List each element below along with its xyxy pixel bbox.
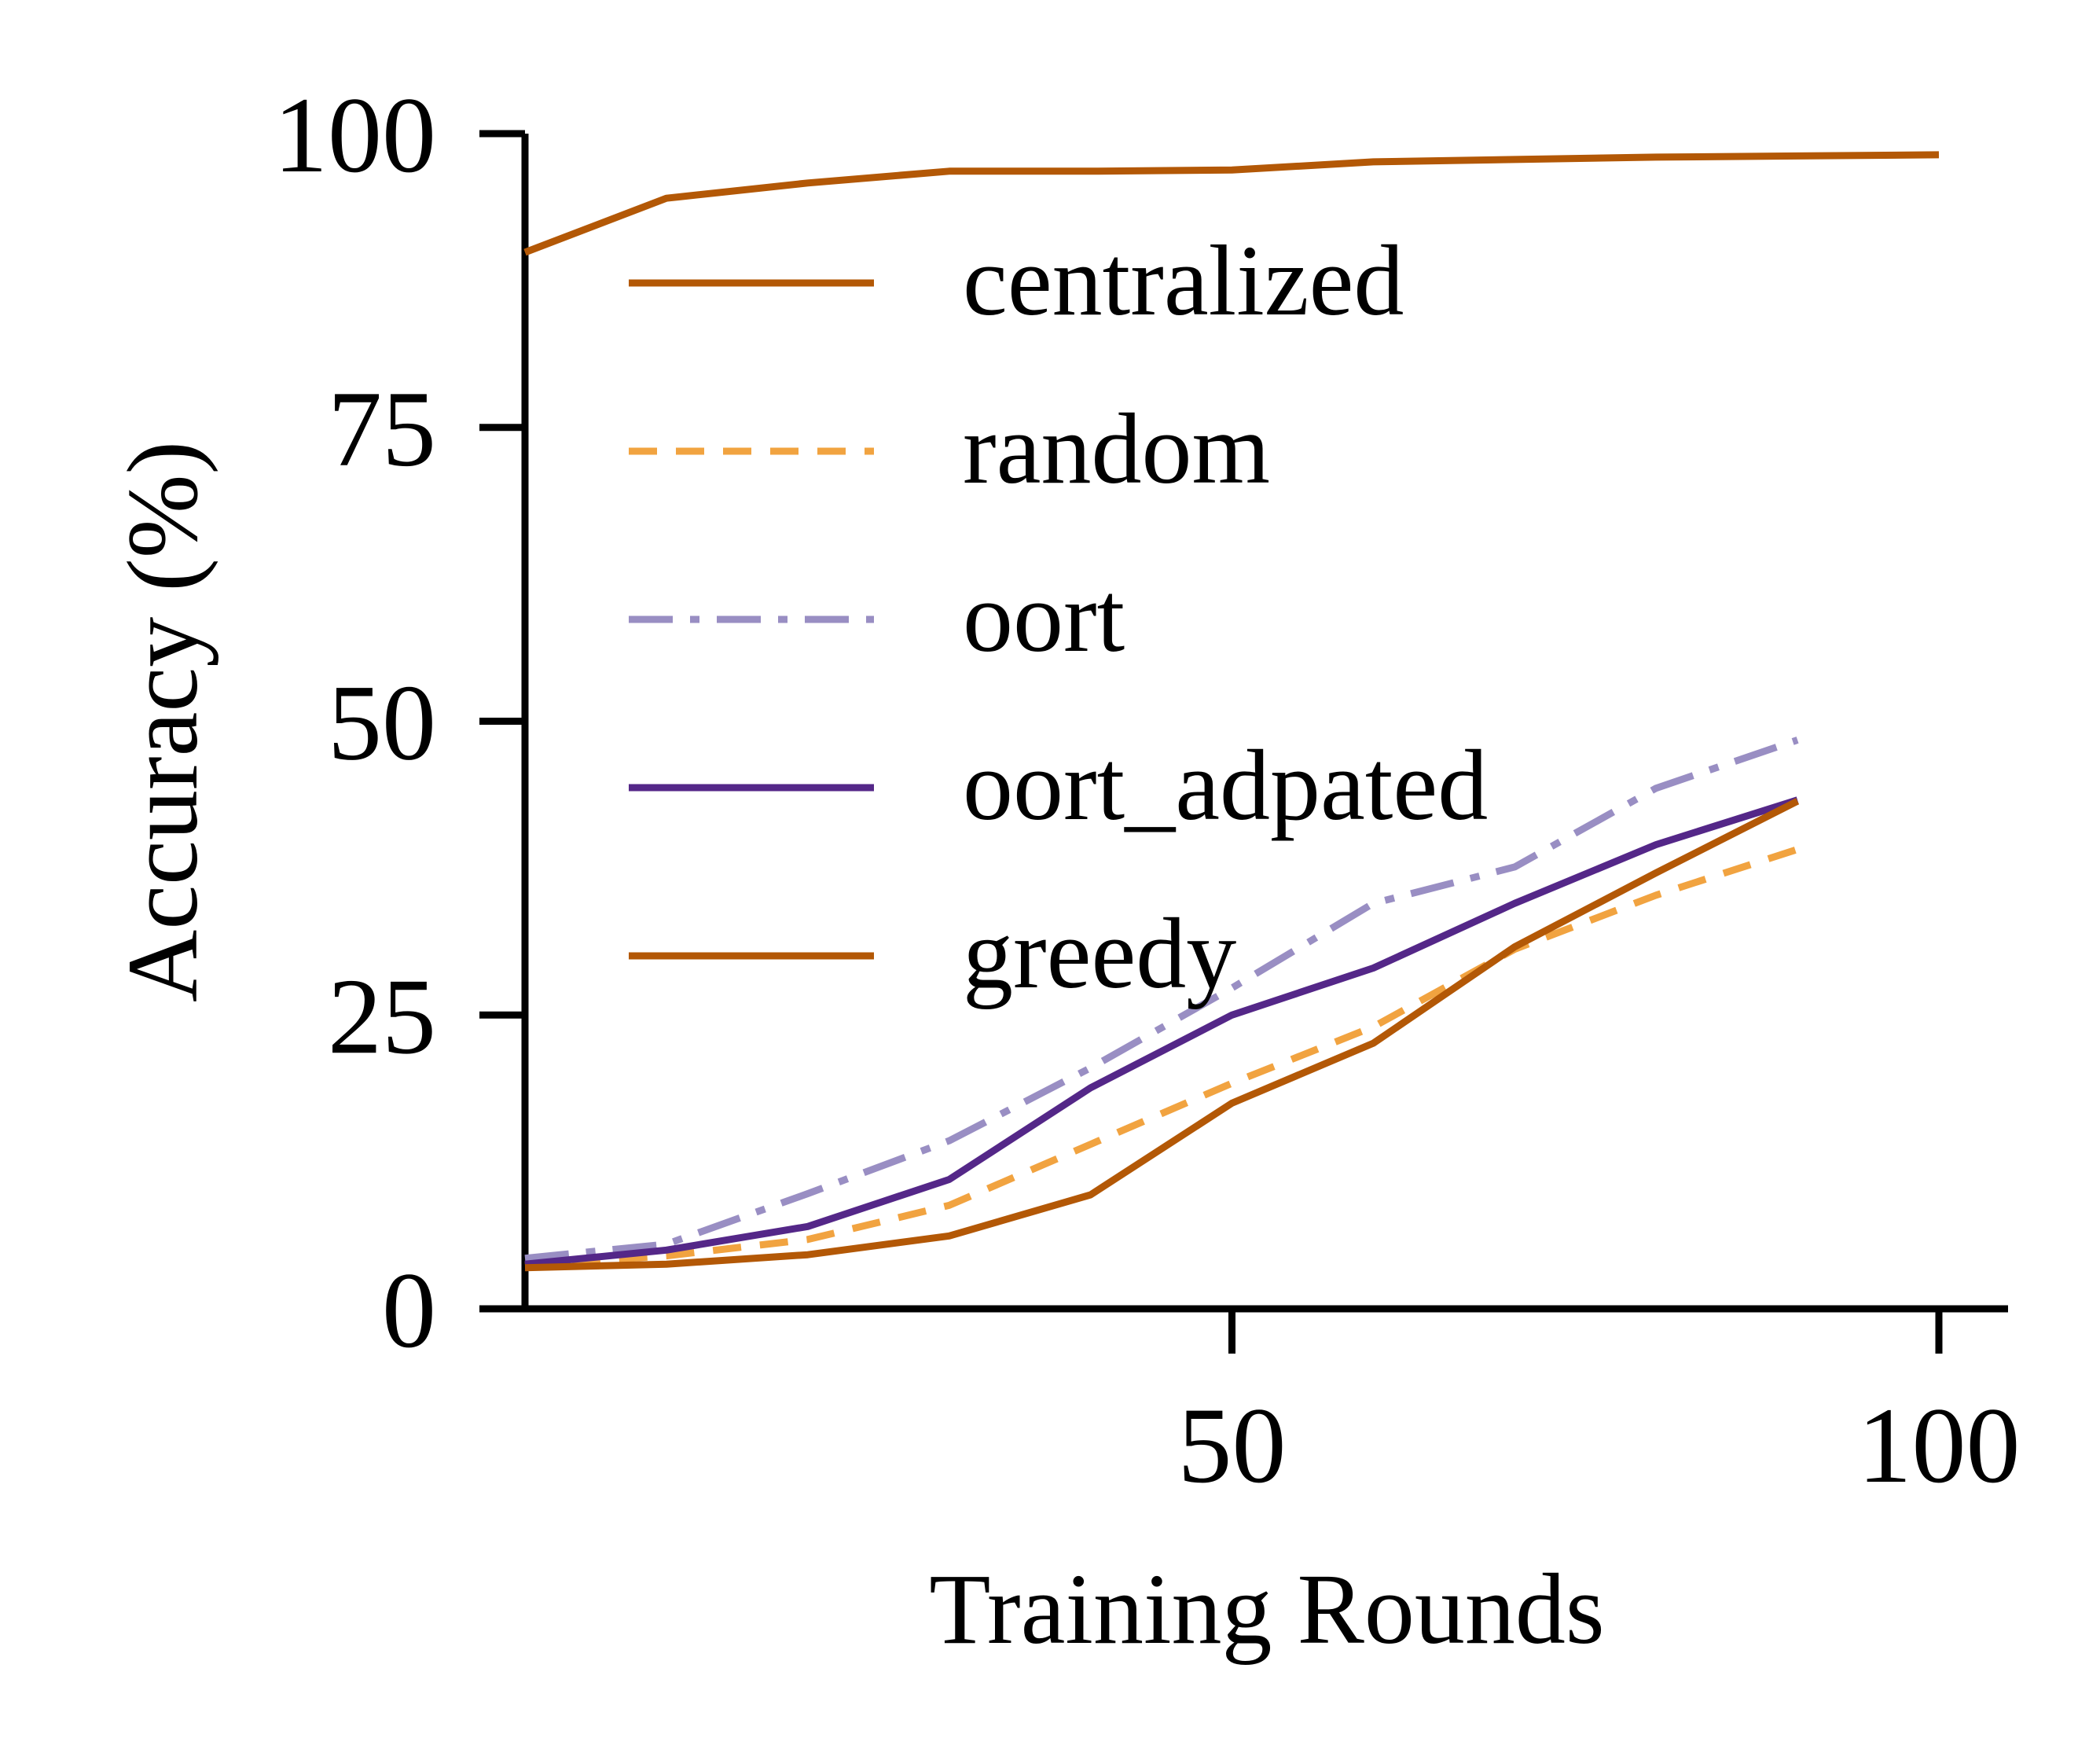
y-tick-label: 25 <box>328 956 436 1076</box>
series-line-oort-adpated <box>524 796 1799 1268</box>
series-lines <box>523 151 1940 1272</box>
y-tick-label: 50 <box>328 663 436 783</box>
x-axis-label: Training Rounds <box>929 1553 1604 1665</box>
x-ticks: 50 100 <box>1178 1309 2021 1505</box>
y-tick-label: 100 <box>274 75 436 195</box>
x-tick-label: 50 <box>1178 1385 1287 1505</box>
y-tick-label: 0 <box>382 1250 436 1370</box>
legend-label: greedy <box>963 898 1236 1009</box>
series-line-random <box>524 846 1799 1269</box>
series-line-greedy <box>524 798 1800 1272</box>
legend-label: random <box>963 393 1270 505</box>
y-axis-label: Accuracy (%) <box>107 441 218 1002</box>
legend-label: oort <box>963 561 1125 673</box>
series-line-oort <box>524 737 1799 1262</box>
y-ticks: 0 25 50 75 100 <box>274 75 525 1370</box>
x-tick-label: 100 <box>1858 1385 2021 1505</box>
y-tick-label: 75 <box>328 369 436 489</box>
legend-label: centralized <box>963 225 1404 336</box>
legend-label: oort_adpated <box>963 729 1488 841</box>
series-line-centralized <box>523 151 1940 256</box>
